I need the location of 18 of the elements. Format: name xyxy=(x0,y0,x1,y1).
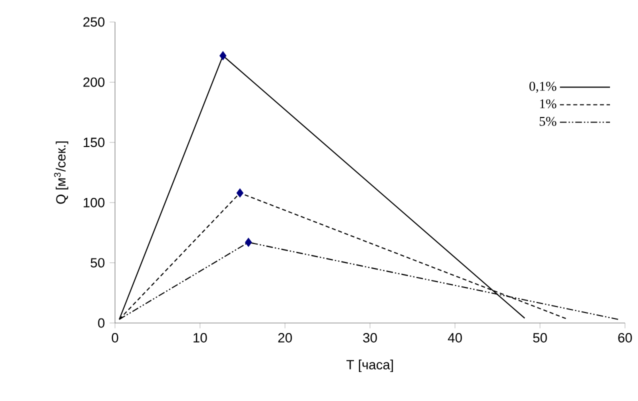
y-tick-label: 0 xyxy=(98,318,104,328)
legend-label: 1% xyxy=(540,99,556,108)
legend-label: 0,1% xyxy=(529,82,556,93)
legend-label: 5% xyxy=(540,116,556,126)
y-tick-label: 50 xyxy=(90,258,104,268)
y-tick-label: 150 xyxy=(84,138,104,148)
x-axis-title: T [часа] xyxy=(346,360,393,372)
x-tick-label: 50 xyxy=(533,333,547,342)
x-tick-label: 10 xyxy=(194,333,207,342)
x-tick-label: 0 xyxy=(112,333,118,342)
x-tick-label: 30 xyxy=(363,333,377,342)
y-tick-label: 200 xyxy=(83,77,104,87)
y-axis-title: Q [м$^{3}$/сек.] xyxy=(54,142,68,204)
x-tick-label: 20 xyxy=(278,333,292,342)
x-tick-label: 60 xyxy=(618,333,632,342)
y-tick-label: 100 xyxy=(84,198,104,208)
x-tick-label: 40 xyxy=(448,333,462,342)
y-tick-label: 250 xyxy=(83,17,104,27)
